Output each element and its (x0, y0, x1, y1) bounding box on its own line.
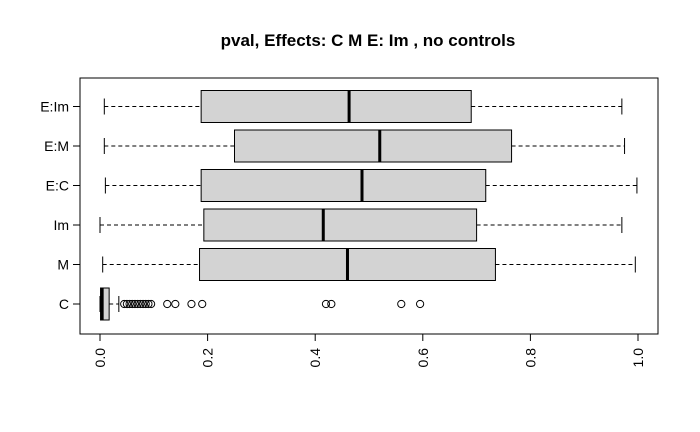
x-tick-label: 0.4 (307, 348, 323, 368)
box-group-m (102, 248, 636, 281)
x-tick-label: 0.8 (522, 348, 538, 368)
outlier-point (125, 299, 134, 309)
x-tick-label: 0.0 (92, 348, 108, 368)
outlier-point (128, 299, 137, 309)
y-tick-label: E:M (44, 138, 69, 154)
box-group-c (99, 287, 425, 321)
y-tick-label: Im (53, 217, 69, 233)
y-tick-label: E:Im (40, 99, 69, 115)
box-group-e-m (103, 129, 626, 163)
box-group-e-im (103, 90, 623, 123)
x-tick-label: 1.0 (630, 348, 646, 368)
outlier-point (144, 299, 153, 309)
box-iqr (203, 208, 478, 242)
outlier-point (141, 299, 150, 309)
outlier-point (122, 299, 132, 309)
box-iqr (200, 90, 472, 123)
x-axis: 0.0 0.2 0.4 0.6 0.8 1.0 (92, 333, 646, 368)
y-tick-label: E:C (46, 178, 69, 194)
y-tick-label: M (57, 257, 69, 273)
outlier-point (416, 299, 425, 309)
outlier-point (163, 299, 172, 309)
outlier-point (136, 299, 145, 309)
outlier-point (327, 299, 336, 309)
x-tick-label: 0.6 (415, 348, 431, 368)
x-tick-label: 0.2 (200, 348, 216, 368)
box-iqr (100, 287, 110, 321)
box-group-e-c (104, 169, 638, 202)
outlier-point (147, 299, 156, 309)
outlier-point (321, 299, 331, 309)
chart-title: pval, Effects: C M E: Im , no controls (221, 31, 516, 50)
box-iqr (200, 169, 487, 202)
y-axis: C M Im E:C E:M E:Im (40, 99, 80, 312)
outlier-point (138, 299, 148, 309)
outlier-point (187, 299, 196, 309)
outlier-point (397, 299, 406, 309)
outlier-point (120, 299, 129, 309)
boxes-layer (99, 90, 638, 321)
outlier-point (171, 299, 180, 309)
outlier-point (133, 299, 142, 309)
box-group-im (99, 208, 623, 242)
box-iqr (234, 129, 513, 163)
outlier-point (198, 299, 207, 309)
outlier-point (130, 299, 140, 309)
y-tick-label: C (59, 296, 69, 312)
